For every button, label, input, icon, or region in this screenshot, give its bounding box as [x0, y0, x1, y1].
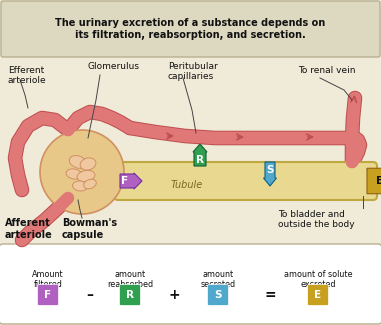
FancyBboxPatch shape	[37, 284, 59, 306]
FancyBboxPatch shape	[0, 244, 381, 324]
Ellipse shape	[84, 179, 96, 189]
Ellipse shape	[72, 181, 88, 191]
Circle shape	[40, 130, 124, 214]
Text: +: +	[168, 288, 180, 302]
Text: Bowman's
capsule: Bowman's capsule	[62, 218, 117, 240]
Text: Glomerulus: Glomerulus	[88, 62, 140, 71]
Text: R: R	[196, 155, 204, 165]
FancyBboxPatch shape	[208, 284, 229, 306]
FancyArrow shape	[264, 162, 277, 186]
Text: Peritubular
capillaries: Peritubular capillaries	[168, 62, 218, 81]
FancyBboxPatch shape	[120, 284, 141, 306]
Text: The urinary excretion of a substance depends on
its filtration, reabsorption, an: The urinary excretion of a substance dep…	[55, 18, 326, 40]
Ellipse shape	[66, 169, 82, 179]
Text: amount of solute
excreted: amount of solute excreted	[284, 270, 352, 289]
Ellipse shape	[69, 156, 87, 168]
Text: R: R	[126, 290, 134, 300]
Text: amount
reabsorbed: amount reabsorbed	[107, 270, 153, 289]
FancyArrow shape	[367, 167, 381, 195]
Text: To renal vein: To renal vein	[298, 66, 355, 75]
FancyBboxPatch shape	[114, 162, 377, 200]
Text: =: =	[264, 288, 276, 302]
FancyBboxPatch shape	[1, 1, 380, 57]
Text: S: S	[266, 165, 274, 175]
Text: E: E	[376, 176, 381, 186]
Text: F: F	[122, 176, 128, 186]
Text: E: E	[314, 290, 322, 300]
FancyArrow shape	[120, 173, 142, 189]
Text: Afferent
arteriole: Afferent arteriole	[5, 218, 53, 240]
Text: F: F	[45, 290, 51, 300]
Ellipse shape	[80, 158, 96, 170]
Ellipse shape	[77, 170, 95, 182]
FancyArrow shape	[193, 144, 207, 166]
Text: Efferent
arteriole: Efferent arteriole	[8, 66, 46, 85]
Text: Tubule: Tubule	[171, 180, 203, 190]
Text: amount
secreted: amount secreted	[200, 270, 235, 289]
FancyBboxPatch shape	[307, 284, 328, 306]
Text: To bladder and
outside the body: To bladder and outside the body	[278, 210, 355, 229]
Text: Amount
filtered: Amount filtered	[32, 270, 64, 289]
Text: –: –	[86, 288, 93, 302]
Text: S: S	[214, 290, 222, 300]
